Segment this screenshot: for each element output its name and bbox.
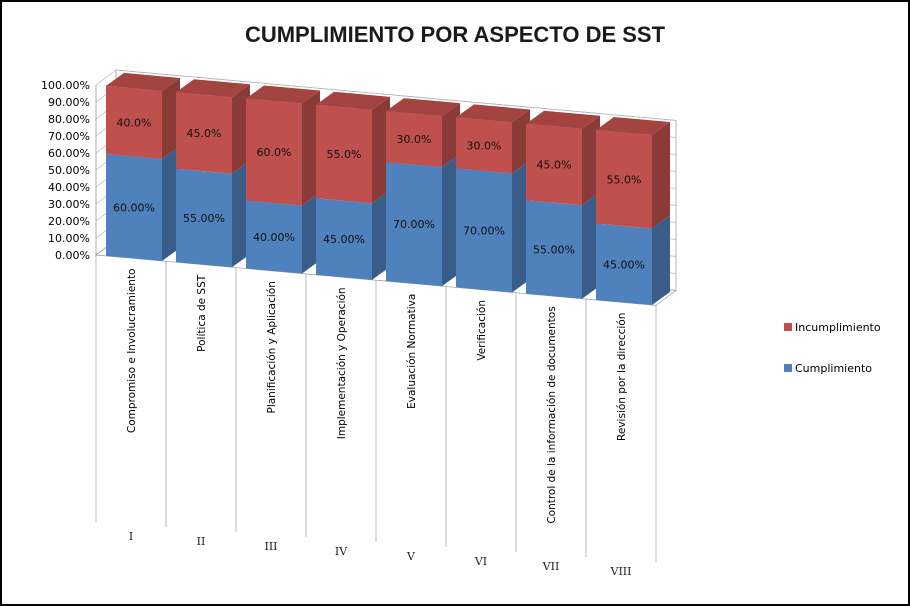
roman-label: VIII (610, 565, 632, 578)
data-label-incumplimiento: 55.0% (607, 173, 642, 186)
category-label: Verificación (476, 300, 488, 361)
roman-label: VII (542, 560, 560, 573)
data-label-incumplimiento: 30.0% (397, 133, 432, 146)
category-label: Planificación y Aplicación (266, 281, 278, 413)
y-tick-label: 30.00% (48, 198, 90, 211)
data-label-incumplimiento: 40.0% (117, 116, 152, 129)
data-label-incumplimiento: 60.0% (257, 146, 292, 159)
y-tick-label: 10.00% (48, 232, 90, 245)
bar-incumplimiento-front (246, 98, 302, 206)
data-label-cumplimiento: 45.00% (603, 258, 645, 271)
y-tick-label: 20.00% (48, 215, 90, 228)
data-label-incumplimiento: 55.0% (327, 148, 362, 161)
category-label: Control de la información de documentos (546, 306, 558, 523)
bar-cumplimiento-side (372, 190, 390, 280)
y-tick-label: 80.00% (48, 113, 90, 126)
bar-cumplimiento-side (512, 160, 530, 293)
bar-incumplimiento-side (372, 96, 390, 204)
chart-title: CUMPLIMIENTO POR ASPECTO DE SST (244, 22, 666, 47)
roman-label: III (264, 540, 277, 553)
legend-label-cumplimiento: Cumplimiento (795, 361, 873, 375)
data-label-cumplimiento: 70.00% (463, 224, 505, 237)
y-tick-label: 60.00% (48, 147, 90, 160)
bar-cumplimiento-front (386, 162, 442, 287)
bar-cumplimiento-front (596, 223, 652, 306)
roman-label: V (406, 550, 416, 563)
category-label: Implementación y Operación (336, 287, 348, 439)
legend-swatch-incumplimiento (784, 323, 792, 331)
data-label-incumplimiento: 30.0% (467, 139, 502, 152)
bar-incumplimiento-top (526, 110, 600, 129)
bar-incumplimiento-side (232, 84, 250, 174)
bar-incumplimiento-front (176, 92, 232, 174)
y-tick-label: 100.00% (41, 79, 90, 92)
y-tick-label: 90.00% (48, 96, 90, 109)
bar-incumplimiento-side (652, 122, 670, 229)
bar-incumplimiento-front (386, 111, 442, 168)
bar-incumplimiento-top (456, 104, 530, 123)
bar-cumplimiento-front (106, 153, 162, 261)
data-label-cumplimiento: 70.00% (393, 218, 435, 231)
legend-label-incumplimiento: Incumplimiento (795, 320, 881, 334)
roman-label: IV (335, 545, 348, 558)
y-tick-label: 40.00% (48, 181, 90, 194)
bar-incumplimiento-side (442, 103, 460, 168)
bar-cumplimiento-front (456, 168, 512, 293)
category-label: Política de SST (196, 274, 208, 352)
category-label: Revisión por la dirección (616, 313, 628, 441)
data-label-cumplimiento: 45.00% (323, 233, 365, 246)
bar-cumplimiento-side (652, 215, 670, 306)
bar-incumplimiento-top (106, 72, 180, 91)
bar-incumplimiento-top (246, 85, 320, 104)
bar-cumplimiento-front (246, 200, 302, 274)
y-tick-label: 0.00% (55, 249, 90, 262)
bar-incumplimiento-top (596, 117, 670, 136)
bar-incumplimiento-side (162, 77, 180, 159)
y-tick-label: 50.00% (48, 164, 90, 177)
data-label-cumplimiento: 40.00% (253, 231, 295, 244)
data-label-cumplimiento: 55.00% (533, 243, 575, 256)
bar-incumplimiento-front (316, 104, 372, 204)
chart-legend: Incumplimiento Cumplimiento (784, 320, 881, 402)
bar-incumplimiento-front (526, 123, 582, 206)
category-label: Compromiso e Involucramiento (126, 269, 138, 434)
data-label-cumplimiento: 60.00% (113, 201, 155, 214)
bar-cumplimiento-front (176, 168, 232, 268)
bar-cumplimiento-side (162, 145, 180, 261)
bar-cumplimiento-side (232, 160, 250, 268)
roman-label: VI (474, 555, 487, 568)
roman-label: I (129, 530, 133, 543)
legend-item-cumplimiento: Cumplimiento (784, 361, 881, 375)
data-label-incumplimiento: 45.0% (187, 127, 222, 140)
bar-incumplimiento-top (316, 91, 390, 110)
bar-cumplimiento-side (442, 154, 460, 287)
legend-item-incumplimiento: Incumplimiento (784, 320, 881, 334)
bar-incumplimiento-front (596, 130, 652, 229)
y-tick-label: 70.00% (48, 130, 90, 143)
bar-incumplimiento-side (512, 109, 530, 174)
bar-cumplimiento-front (316, 198, 372, 280)
data-label-incumplimiento: 45.0% (537, 158, 572, 171)
bar-incumplimiento-top (386, 98, 460, 117)
legend-swatch-cumplimiento (784, 364, 792, 372)
bar-cumplimiento-side (582, 192, 600, 299)
gridline-side (95, 69, 117, 86)
bar-incumplimiento-front (106, 85, 162, 159)
bar-incumplimiento-side (582, 115, 600, 206)
gridline (115, 69, 677, 121)
roman-label: II (197, 535, 206, 548)
bar-cumplimiento-front (526, 200, 582, 299)
category-label: Evaluación Normativa (406, 294, 418, 409)
bar-cumplimiento-side (302, 192, 320, 274)
bar-incumplimiento-front (456, 117, 512, 174)
bar-incumplimiento-side (302, 90, 320, 206)
bar-incumplimiento-top (176, 79, 250, 98)
data-label-cumplimiento: 55.00% (183, 212, 225, 225)
